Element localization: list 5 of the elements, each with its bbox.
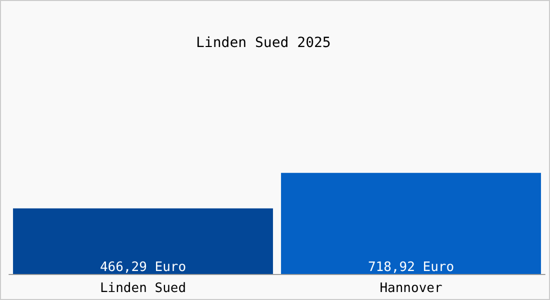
data-label: 718,92 Euro bbox=[368, 260, 454, 275]
x-tick-label: Hannover bbox=[380, 281, 442, 296]
data-label: 466,29 Euro bbox=[100, 260, 186, 275]
chart-title: Linden Sued 2025 bbox=[196, 35, 331, 51]
x-tick-label: Linden Sued bbox=[100, 281, 186, 296]
